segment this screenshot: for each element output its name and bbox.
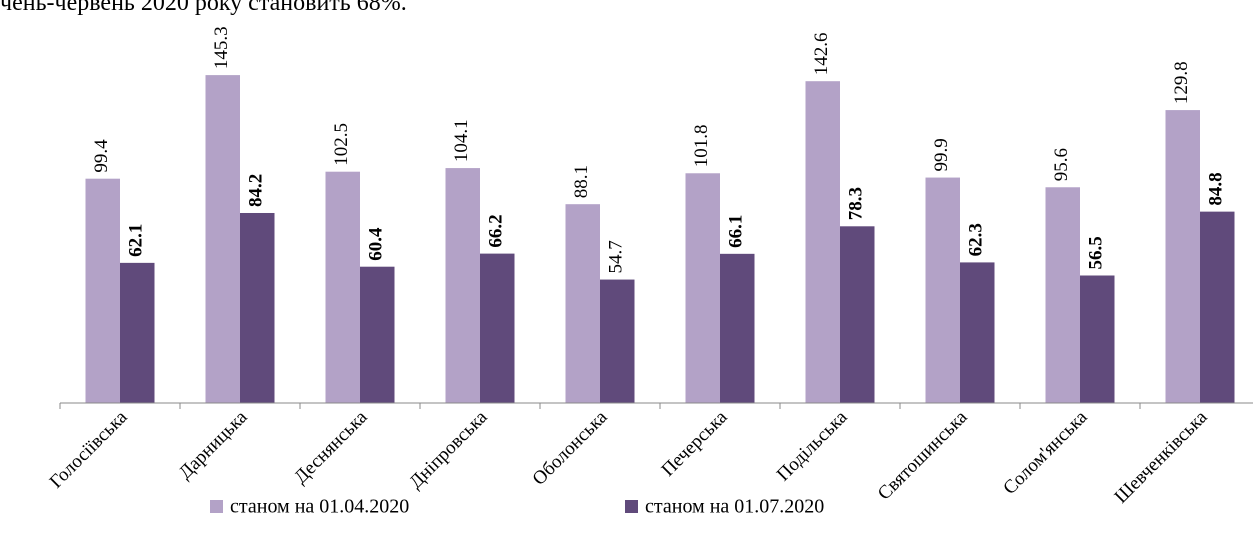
x-tick-label: Святошинська [874, 406, 972, 504]
bar [600, 279, 635, 403]
value-label: 145.3 [211, 26, 232, 69]
bar [1045, 187, 1080, 403]
value-label: 104.1 [451, 119, 472, 162]
bar [565, 204, 600, 403]
x-tick-label: Подільська [773, 406, 852, 485]
value-label: 62.3 [966, 223, 987, 256]
bar [445, 168, 480, 403]
bar [925, 177, 960, 403]
value-label: 99.4 [91, 139, 112, 173]
x-tick-label: Деснянська [290, 406, 372, 488]
value-label: 84.8 [1206, 172, 1227, 205]
value-label: 99.9 [931, 138, 952, 171]
x-tick-label: Печерська [658, 406, 732, 480]
bar [720, 253, 755, 403]
value-label: 60.4 [366, 227, 387, 261]
bar [805, 81, 840, 403]
bar [1080, 275, 1115, 403]
value-label: 84.2 [246, 174, 267, 207]
x-tick-label: Голосіївська [46, 406, 132, 492]
value-label: 95.6 [1051, 148, 1072, 181]
bar [685, 173, 720, 403]
bar [1200, 211, 1235, 403]
legend-label: станом на 01.07.2020 [645, 496, 824, 518]
x-tick-label: Шевченківська [1111, 406, 1212, 507]
value-label: 54.7 [606, 240, 627, 273]
bar [840, 226, 875, 403]
value-label: 129.8 [1171, 61, 1192, 104]
bar [240, 212, 275, 403]
legend-label: станом на 01.04.2020 [230, 496, 409, 518]
x-tick-label: Дарницька [175, 406, 252, 483]
legend-swatch [625, 500, 638, 513]
legend-swatch [210, 500, 223, 513]
value-label: 102.5 [331, 123, 352, 166]
value-label: 66.2 [486, 214, 507, 247]
value-label: 101.8 [691, 125, 712, 168]
bar [960, 262, 995, 403]
bar [120, 262, 155, 403]
x-tick-label: Дніпровська [405, 406, 492, 493]
x-tick-label: Оболонська [529, 406, 612, 489]
value-label: 66.1 [726, 215, 747, 248]
value-label: 62.1 [126, 224, 147, 257]
value-label: 56.5 [1086, 236, 1107, 269]
bar [480, 253, 515, 403]
value-label: 88.1 [571, 165, 592, 198]
cut-text: чень-червень 2020 року становить 68%. [0, 0, 407, 16]
bar [325, 171, 360, 403]
value-label: 78.3 [846, 187, 867, 220]
bar [85, 178, 120, 403]
bar [1165, 110, 1200, 404]
x-tick-label: Солом'янська [999, 406, 1092, 499]
value-label: 142.6 [811, 32, 832, 75]
bar [205, 75, 240, 404]
bar [360, 266, 395, 403]
